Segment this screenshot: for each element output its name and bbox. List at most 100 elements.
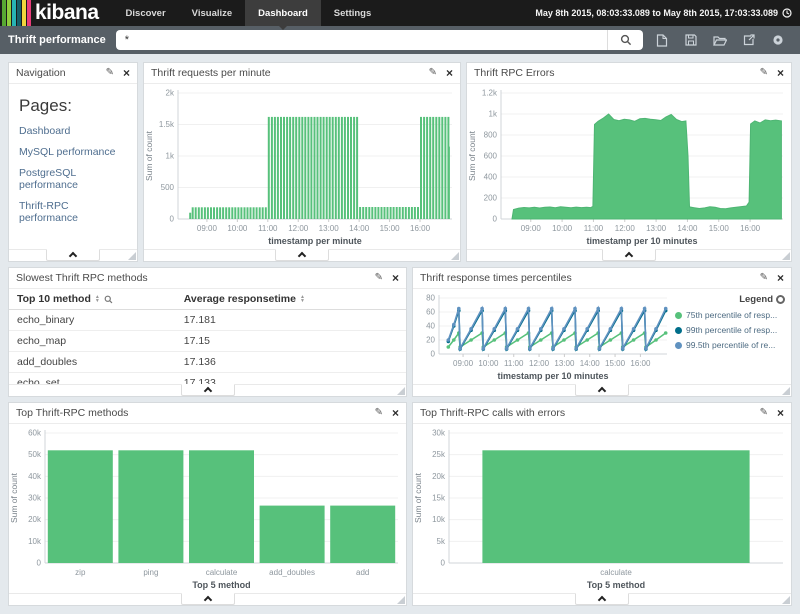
table-row: add_doubles 17.136 [9, 351, 406, 373]
svg-text:ping: ping [143, 568, 158, 577]
svg-text:20k: 20k [432, 472, 446, 481]
svg-text:11:00: 11:00 [584, 224, 604, 233]
close-icon[interactable]: × [391, 406, 399, 420]
load-dashboard-button[interactable] [705, 26, 734, 54]
nav-link[interactable]: PostgreSQL performance [19, 167, 78, 191]
close-icon[interactable]: × [776, 271, 784, 285]
column-header-method[interactable]: Top 10 method ▲ ▼ [9, 289, 176, 310]
query-input[interactable] [115, 30, 607, 50]
panel-footer [467, 249, 791, 261]
panel-slowest-methods: Slowest Thrift RPC methods ✎ × Top 10 me… [8, 267, 407, 397]
time-range-picker[interactable]: May 8th 2015, 08:03:33.089 to May 8th 20… [535, 0, 800, 26]
column-search-icon[interactable] [104, 295, 113, 304]
close-icon[interactable]: × [445, 66, 453, 80]
collapse-button[interactable] [180, 593, 235, 605]
resize-handle-icon[interactable] [782, 596, 790, 604]
resize-handle-icon[interactable] [782, 252, 790, 260]
collapse-chevron-icon [203, 386, 212, 396]
resize-handle-icon[interactable] [451, 252, 459, 260]
top-errors-bar-chart[interactable]: 0 5k 10k 15k 20k 25k 30k calculate Top 5 method S… [413, 424, 791, 593]
nav-link[interactable]: Thrift-RPC performance [19, 200, 78, 224]
collapse-button[interactable] [575, 593, 629, 605]
svg-text:80: 80 [426, 294, 435, 303]
new-dashboard-button[interactable] [647, 26, 676, 54]
collapse-button[interactable] [602, 249, 656, 261]
edit-pencil-icon[interactable]: ✎ [759, 272, 768, 283]
resize-handle-icon[interactable] [397, 596, 405, 604]
legend-item[interactable]: 99th percentile of resp... [675, 325, 785, 335]
close-icon[interactable]: × [391, 271, 399, 285]
svg-text:20: 20 [426, 336, 435, 345]
percentiles-line-chart[interactable]: 0 20 40 60 80 09:00 10:00 11:00 12:00 13:00 14:00 1… [413, 289, 675, 384]
svg-text:40k: 40k [28, 472, 42, 481]
table-row: echo_map 17.15 [9, 330, 406, 352]
edit-pencil-icon[interactable]: ✎ [428, 67, 437, 78]
nav-link[interactable]: MySQL performance [19, 146, 116, 158]
edit-pencil-icon[interactable]: ✎ [105, 67, 114, 78]
search-wrap [115, 30, 643, 50]
close-icon[interactable]: × [776, 66, 784, 80]
collapse-chevron-icon [597, 595, 607, 605]
panel-top-methods: Top Thrift-RPC methods ✎ × 0 10k 20k 30k 40k… [8, 402, 407, 606]
top-methods-bar-chart[interactable]: 0 10k 20k 30k 40k 50k 60k zip ping calculate add_d… [9, 424, 406, 593]
collapse-button[interactable] [180, 384, 235, 396]
svg-text:10:00: 10:00 [227, 224, 248, 233]
svg-text:15:00: 15:00 [380, 224, 401, 233]
resize-handle-icon[interactable] [128, 252, 136, 260]
brand-text: kibana [35, 1, 99, 24]
edit-pencil-icon[interactable]: ✎ [759, 407, 768, 418]
svg-text:60k: 60k [28, 429, 42, 438]
svg-text:1.5k: 1.5k [159, 120, 175, 129]
requests-bar-chart[interactable]: 0 500 1k 1.5k 2k 09:00 10:00 11:00 12:00 13:00 14:… [144, 84, 460, 249]
kibana-logo[interactable]: kibana [0, 0, 99, 26]
logo-stripes-icon [2, 0, 32, 26]
edit-pencil-icon[interactable]: ✎ [374, 272, 383, 283]
nav-link[interactable]: Dashboard [19, 125, 71, 137]
panel-top-calls-errors: Top Thrift-RPC calls with errors ✎ × 0 5k… [412, 402, 792, 606]
share-dashboard-button[interactable] [734, 26, 763, 54]
collapse-chevron-icon [297, 251, 307, 261]
legend-item[interactable]: 99.5th percentile of re... [675, 340, 785, 350]
svg-text:16:00: 16:00 [740, 224, 761, 233]
svg-text:10:00: 10:00 [552, 224, 573, 233]
edit-pencil-icon[interactable]: ✎ [374, 407, 383, 418]
collapse-button[interactable] [575, 384, 629, 396]
collapse-button[interactable] [275, 249, 329, 261]
panel-footer [144, 249, 460, 261]
save-dashboard-button[interactable] [676, 26, 705, 54]
collapse-button[interactable] [46, 249, 100, 261]
errors-area-chart[interactable]: 0 200 400 600 800 1k 1.2k 09:00 10:00 11:00 12:00 1… [467, 84, 791, 249]
svg-text:800: 800 [484, 131, 498, 140]
svg-text:15:00: 15:00 [709, 224, 730, 233]
navigation-body: Pages: Dashboard MySQL performance Postgre… [9, 84, 137, 249]
svg-text:30k: 30k [28, 494, 42, 503]
legend-item[interactable]: 75th percentile of resp... [675, 310, 785, 320]
tab-settings[interactable]: Settings [333, 7, 372, 19]
svg-text:timestamp per 10 minutes: timestamp per 10 minutes [497, 371, 608, 381]
svg-text:16:00: 16:00 [630, 359, 651, 368]
close-icon[interactable]: × [122, 66, 130, 80]
svg-text:zip: zip [75, 568, 86, 577]
resize-handle-icon[interactable] [397, 387, 405, 395]
column-header-responsetime[interactable]: Average responsetime ▲ ▼ [175, 289, 406, 310]
svg-text:11:00: 11:00 [258, 224, 278, 233]
edit-pencil-icon[interactable]: ✎ [759, 67, 768, 78]
search-button[interactable] [607, 30, 643, 50]
svg-text:calculate: calculate [600, 568, 632, 577]
filter-circle-icon [772, 35, 783, 45]
tab-visualize[interactable]: Visualize [191, 7, 233, 19]
tab-dashboard[interactable]: Dashboard [245, 0, 321, 26]
svg-text:10k: 10k [432, 515, 446, 524]
resize-handle-icon[interactable] [782, 387, 790, 395]
svg-text:add_doubles: add_doubles [269, 568, 315, 577]
filter-options-button[interactable] [763, 26, 792, 54]
panel-title: Thrift requests per minute [151, 67, 271, 79]
svg-text:10k: 10k [28, 537, 42, 546]
svg-text:30k: 30k [432, 429, 446, 438]
svg-text:2k: 2k [166, 89, 175, 98]
legend-title[interactable]: Legend [675, 294, 785, 305]
panel-footer [9, 384, 406, 396]
clock-icon [782, 8, 792, 18]
tab-discover[interactable]: Discover [125, 7, 166, 19]
close-icon[interactable]: × [776, 406, 784, 420]
